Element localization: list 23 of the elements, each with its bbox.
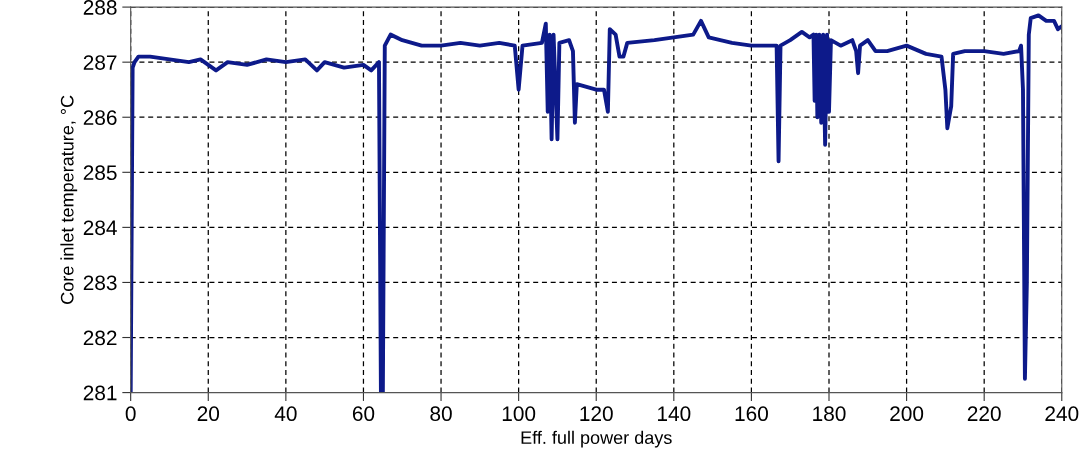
x-tick-label: 40	[274, 406, 297, 422]
y-tick-label: 285	[83, 165, 117, 181]
x-tick-label: 100	[502, 406, 536, 422]
y-tick-label: 288	[83, 0, 117, 15]
x-axis-title: Eff. full power days	[521, 430, 672, 448]
x-tick-label: 180	[813, 406, 846, 422]
x-tick-label: 0	[125, 406, 136, 422]
x-tick-label: 160	[735, 406, 768, 422]
x-tick-label: 80	[430, 406, 452, 422]
x-tick-label: 220	[967, 406, 1001, 422]
x-tick-label: 120	[580, 406, 613, 422]
y-tick-label: 283	[83, 275, 117, 291]
y-tick-label: 281	[83, 385, 117, 401]
x-tick-label: 140	[658, 406, 691, 422]
x-tick-label: 60	[352, 406, 375, 422]
y-tick-label: 282	[83, 330, 117, 346]
y-tick-label: 287	[83, 55, 117, 70]
y-axis-title: Core inlet temperature, °C	[60, 95, 78, 304]
y-tick-label: 284	[83, 220, 117, 236]
x-tick-label: 200	[890, 406, 924, 422]
x-tick-label: 240	[1045, 406, 1079, 422]
y-tick-label: 286	[83, 110, 117, 125]
x-tick-label: 20	[197, 406, 220, 422]
